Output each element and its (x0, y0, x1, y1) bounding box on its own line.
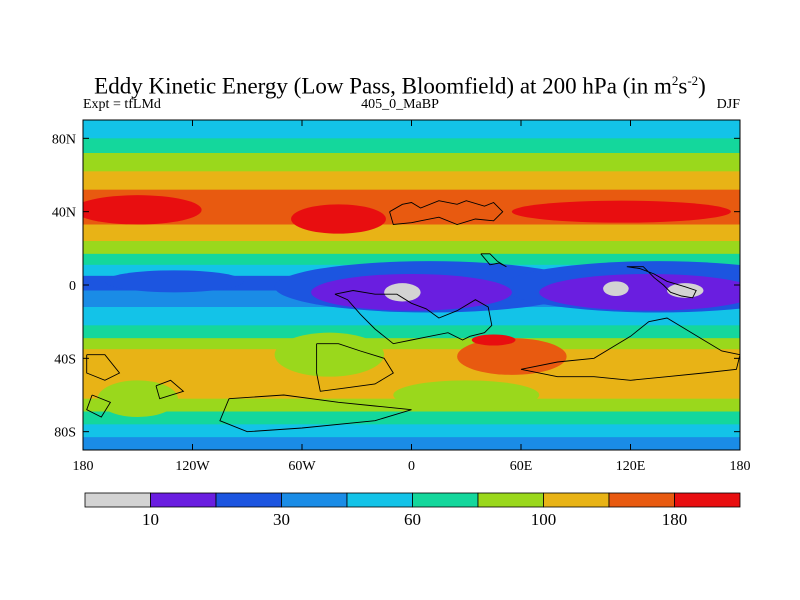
colorbar-box-7 (477, 492, 544, 508)
contour-band-7 (83, 241, 740, 255)
x-tick-label-2: 120W (175, 459, 210, 474)
contour-region-13 (457, 338, 567, 375)
experiment-label: Expt = tfLMd (83, 97, 161, 112)
contour-band-18 (83, 424, 740, 438)
colorbar-box-9 (608, 492, 675, 508)
map-axes: 180 120W 60W 0 60E 120E 180 80N 40N 0 40S 80S (52, 120, 751, 474)
contour-region-3 (511, 200, 731, 223)
colorbar-box-3 (215, 492, 282, 508)
x-tick-label-1: 180 (73, 459, 94, 474)
colorbar-box-8 (543, 492, 610, 508)
colorbar-box-10 (674, 492, 741, 508)
contour-region-11 (667, 283, 704, 298)
contour-fill-layer (83, 120, 740, 450)
contour-band-2 (83, 138, 740, 154)
y-tick-label-1: 80N (52, 132, 76, 147)
x-tick-label-4: 0 (408, 459, 415, 474)
contour-region-6 (104, 270, 244, 293)
contour-region-15 (97, 380, 178, 417)
contour-band-16 (83, 398, 740, 413)
contour-band-13 (83, 325, 740, 339)
contour-band-8 (83, 253, 740, 266)
contour-band-14 (83, 338, 740, 350)
coastline-6 (520, 317, 740, 381)
coastline-2 (480, 253, 507, 268)
contour-region-1 (83, 195, 202, 225)
colorbar-box-4 (281, 492, 348, 508)
colorbar-label-2: 30 (273, 510, 290, 529)
contour-band-17 (83, 411, 740, 425)
x-tick-label-6: 120E (616, 459, 646, 474)
contour-region-14 (471, 334, 516, 346)
contour-region-12 (274, 332, 385, 377)
contour-region-8 (539, 274, 740, 311)
coastline-7 (86, 354, 121, 381)
contour-band-6 (83, 224, 740, 242)
contour-region-10 (603, 281, 629, 296)
colorbar-label-5: 180 (662, 510, 688, 529)
colorbar-label-4: 100 (531, 510, 557, 529)
x-tick-label-7: 180 (730, 459, 751, 474)
contour-band-19 (83, 437, 740, 450)
x-tick-label-3: 60W (288, 459, 316, 474)
coastline-5 (316, 343, 394, 392)
colorbar: 10 30 60 100 180 (84, 492, 741, 529)
contour-region-2 (291, 204, 386, 234)
coastline-3 (626, 266, 697, 299)
contour-band-4 (83, 171, 740, 191)
coastline-10 (86, 394, 112, 418)
colorbar-box-2 (150, 492, 217, 508)
case-label: 405_0_MaBP (361, 97, 439, 112)
colorbar-box-1 (84, 492, 151, 508)
y-tick-label-2: 40N (52, 206, 76, 221)
coastline-8 (155, 379, 185, 400)
colorbar-box-5 (346, 492, 413, 508)
chart-title: Eddy Kinetic Energy (Low Pass, Bloomfiel… (94, 73, 706, 99)
season-label: DJF (716, 97, 740, 112)
contour-region-16 (393, 380, 540, 410)
colorbar-label-1: 10 (142, 510, 159, 529)
contour-band-3 (83, 153, 740, 172)
x-tick-label-5: 60E (510, 459, 533, 474)
coastline-1 (389, 200, 504, 225)
coastline-layer (86, 200, 740, 433)
y-tick-label-3: 0 (69, 279, 76, 294)
coastline-4 (334, 290, 493, 345)
contour-region-9 (384, 283, 421, 302)
colorbar-label-3: 60 (404, 510, 421, 529)
contour-band-12 (83, 307, 740, 326)
y-tick-label-5: 80S (54, 426, 76, 441)
y-tick-label-4: 40S (54, 352, 76, 367)
contour-band-1 (83, 120, 740, 139)
coastline-9 (219, 394, 412, 433)
colorbar-box-6 (412, 492, 479, 508)
